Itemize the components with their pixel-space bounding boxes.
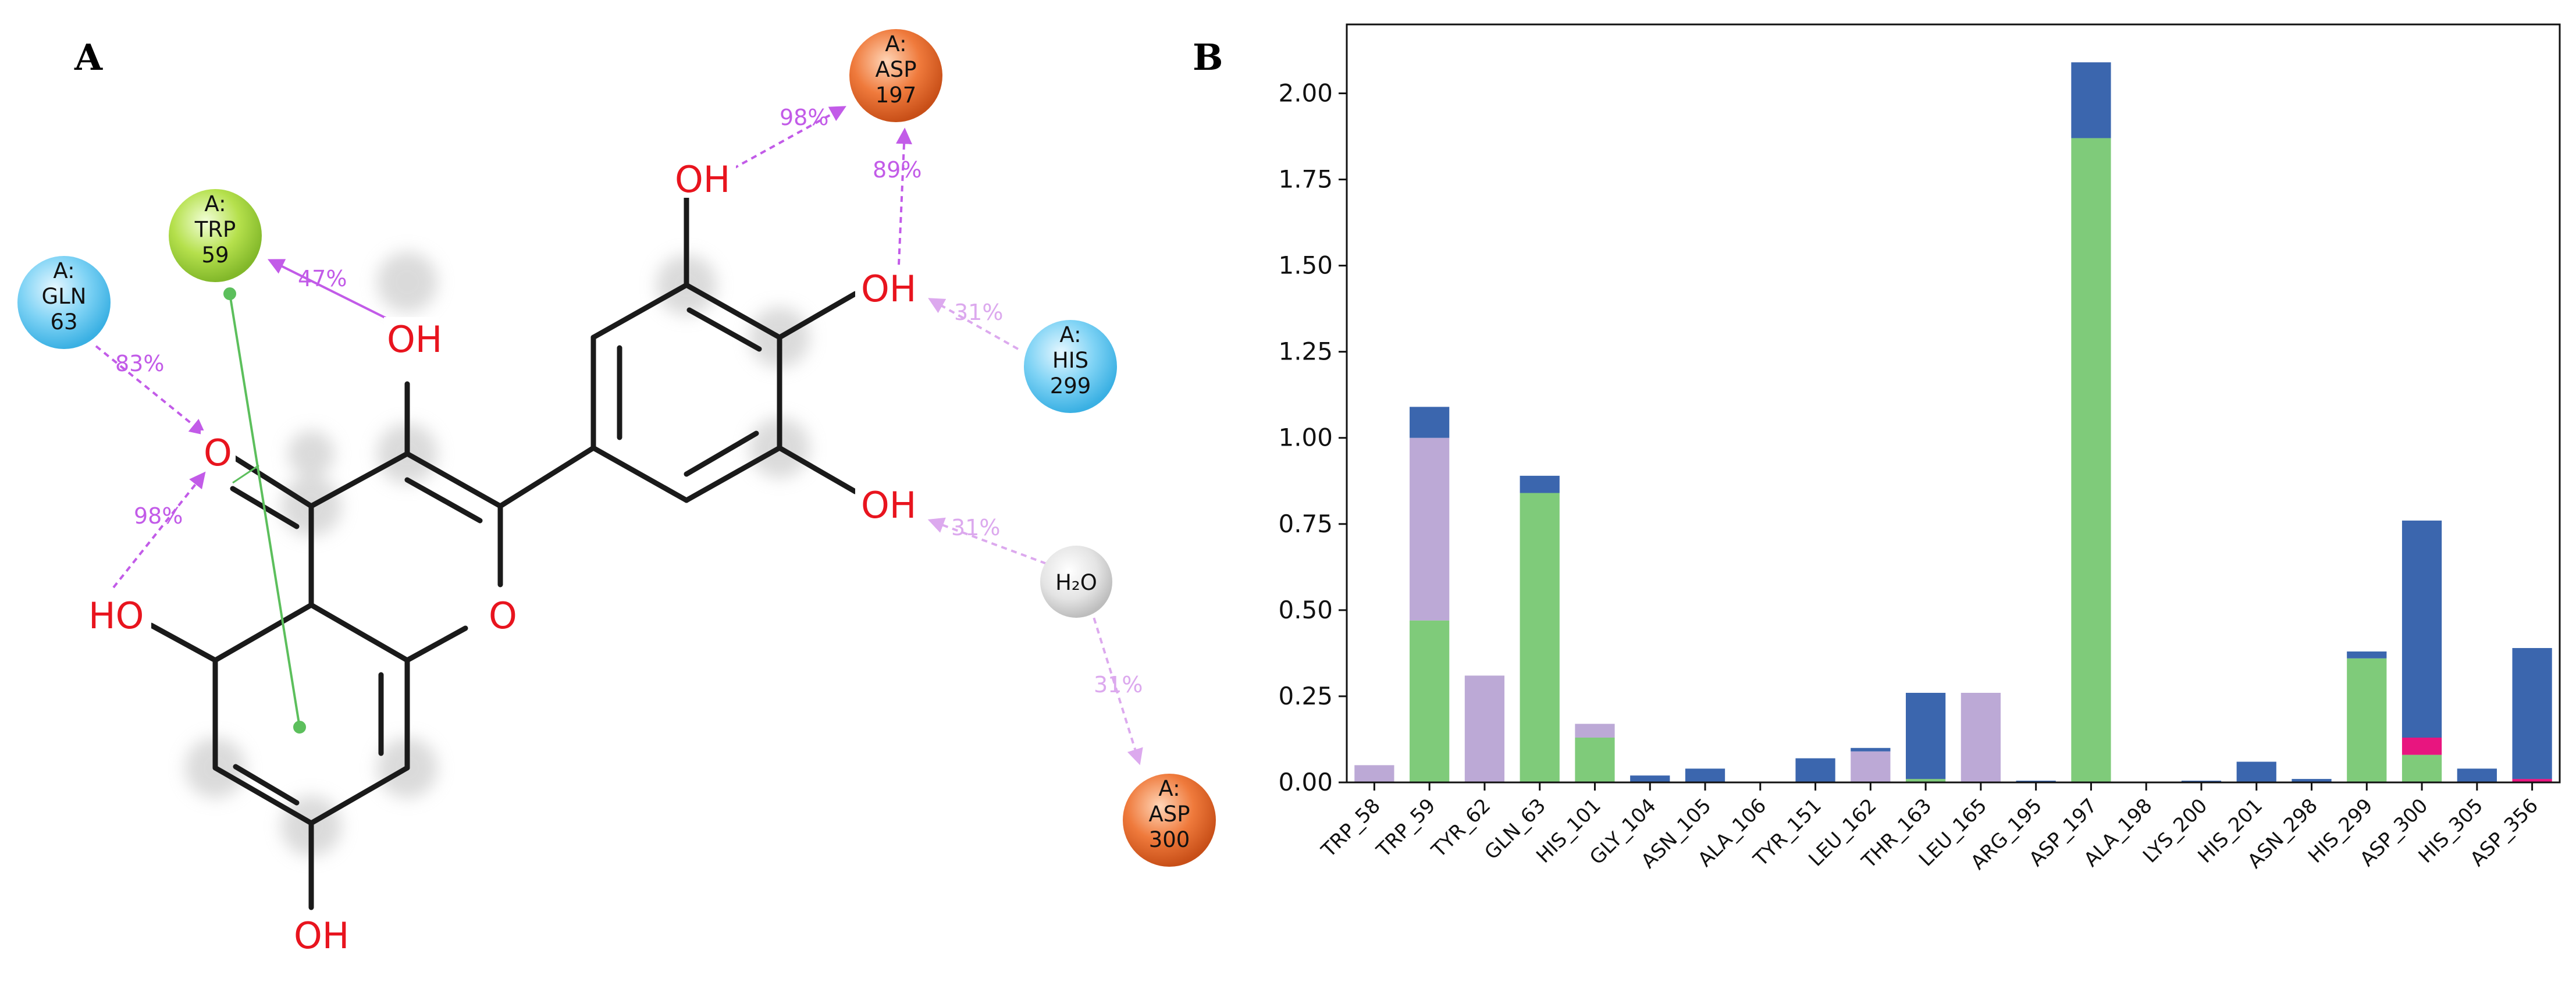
hbond-label-ho-o: 98% [134,503,183,529]
atom-oh-c7: OH [294,914,349,957]
bar-his-299-h-bonds [2347,658,2387,782]
residue-his299-number: 299 [1050,373,1091,398]
atom-oh-top: OH [675,158,730,201]
residue-his299-name: HIS [1052,348,1088,373]
bar-asp-356-ionic [2512,779,2552,782]
residue-trp59-number: 59 [201,243,229,268]
atom-carbonyl-o: O [204,432,232,474]
bar-tyr-151-water-bridges [1795,758,1835,782]
water-h2o: H₂O [1040,546,1112,618]
residue-asp300: A: ASP 300 [1123,774,1216,867]
y-tick-label: 2.00 [1278,79,1333,107]
y-tick-label: 1.75 [1278,165,1333,194]
residue-asp197-chain: A: [885,31,906,56]
y-tick-label: 1.50 [1278,251,1333,280]
hbond-label-his299: 31% [954,300,1003,325]
y-tick-label: 0.25 [1278,682,1333,710]
panel-b-letter: B [1193,36,1223,79]
molecule-bonds [148,195,858,910]
panel-a: A [17,29,1216,957]
residue-asp197-number: 197 [876,83,917,108]
bar-asp-197-h-bonds [2071,138,2111,783]
atom-ho-c5: HO [88,595,144,637]
bar-trp-59-h-bonds [1410,620,1450,782]
atom-ring-o: O [489,595,517,637]
atom-labels: OH OH OH OH O O HO OH [87,157,919,957]
bar-gln-63-water-bridges [1520,475,1560,493]
plot-frame [1346,23,2561,784]
y-tick-label: 0.75 [1278,510,1333,538]
hbond-label-asp197-a: 98% [780,105,828,130]
pi-stacking [223,287,306,734]
bar-leu-165-hydrophobic [1961,693,2001,782]
exposure-halos [185,252,810,856]
bar-leu-162-water-bridges [1851,747,1891,752]
bar-his-101-h-bonds [1575,738,1615,782]
hbond-label-h2o-asp300: 31% [1094,672,1143,697]
bar-chart: 0.00 0.25 0.50 0.75 1.00 1.25 1.50 1.75 2.00 TRP_… [1278,23,2561,874]
residue-gln63-number: 63 [50,309,77,334]
bar-asn-298-water-bridges [2292,779,2332,782]
bar-thr-163-water-bridges [1905,693,1946,779]
bar-asp-300-water-bridges [2401,520,2442,738]
bar-thr-163-h-bonds [1905,779,1946,782]
residue-asp300-number: 300 [1149,827,1190,852]
bar-asp-197-water-bridges [2071,62,2111,138]
panel-a-letter: A [74,36,103,79]
hbond-label-h2o-oh: 31% [951,515,1000,540]
bar-asp-356-water-bridges [2512,648,2552,779]
hbond-label-gln63: 83% [115,351,164,376]
bar-gly-104-water-bridges [1630,775,1670,782]
hbond-label-trp59: 47% [298,266,347,291]
y-axis: 0.00 0.25 0.50 0.75 1.00 1.25 1.50 1.75 2.00 [1278,79,1347,796]
x-axis: TRP_58TRP_59TYR_62GLN_63HIS_101GLY_104AS… [1317,782,2543,874]
residue-trp59-chain: A: [204,191,226,216]
residue-his299: A: HIS 299 [1024,320,1117,413]
bar-asp-300-ionic [2401,738,2442,755]
bar-tyr-62-hydrophobic [1464,675,1505,782]
bar-leu-162-hydrophobic [1851,751,1891,782]
residue-his299-chain: A: [1059,322,1081,347]
residue-asp197: A: ASP 197 [849,29,942,122]
atom-oh-lower: OH [861,484,916,526]
bar-trp-58-hydrophobic [1354,765,1394,782]
residue-trp59: A: TRP 59 [169,189,262,282]
atom-oh-middle: OH [861,268,916,310]
residue-gln63: A: GLN 63 [17,256,111,349]
residue-trp59-name: TRP [194,217,236,242]
y-tick-label: 1.00 [1278,423,1333,452]
interaction-labels: 83% 98% 47% 98% 89% 31% 31% 31% [115,105,1143,697]
residue-asp300-name: ASP [1148,802,1190,827]
y-tick-label: 0.00 [1278,768,1333,796]
x-tick-label: TRP_59 [1372,794,1440,863]
bar-trp-59-water-bridges [1410,407,1450,438]
bars [1354,62,2552,783]
bar-asn-105-water-bridges [1685,768,1725,782]
y-tick-label: 1.25 [1278,337,1333,366]
residue-gln63-name: GLN [42,284,87,309]
bar-his-201-water-bridges [2236,761,2276,782]
atom-oh-trp-donor: OH [387,318,442,361]
bar-asp-300-h-bonds [2401,754,2442,782]
water-label: H₂O [1055,570,1097,595]
residue-asp197-name: ASP [875,57,916,82]
bar-trp-59-hydrophobic [1410,437,1450,621]
bar-gln-63-h-bonds [1520,493,1560,782]
x-tick-label: TRP_58 [1317,794,1385,863]
panel-b: B 0.00 0.25 0.50 0.75 1.00 1.25 1.50 1.75 2.00 TR… [1193,23,2561,874]
bar-his-305-water-bridges [2457,768,2497,782]
y-tick-label: 0.50 [1278,596,1333,624]
bar-his-101-hydrophobic [1575,724,1615,738]
residue-asp300-chain: A: [1158,776,1180,801]
residue-gln63-chain: A: [53,258,74,283]
bar-his-299-water-bridges [2347,651,2387,658]
hbond-label-asp197-b: 89% [873,157,921,183]
